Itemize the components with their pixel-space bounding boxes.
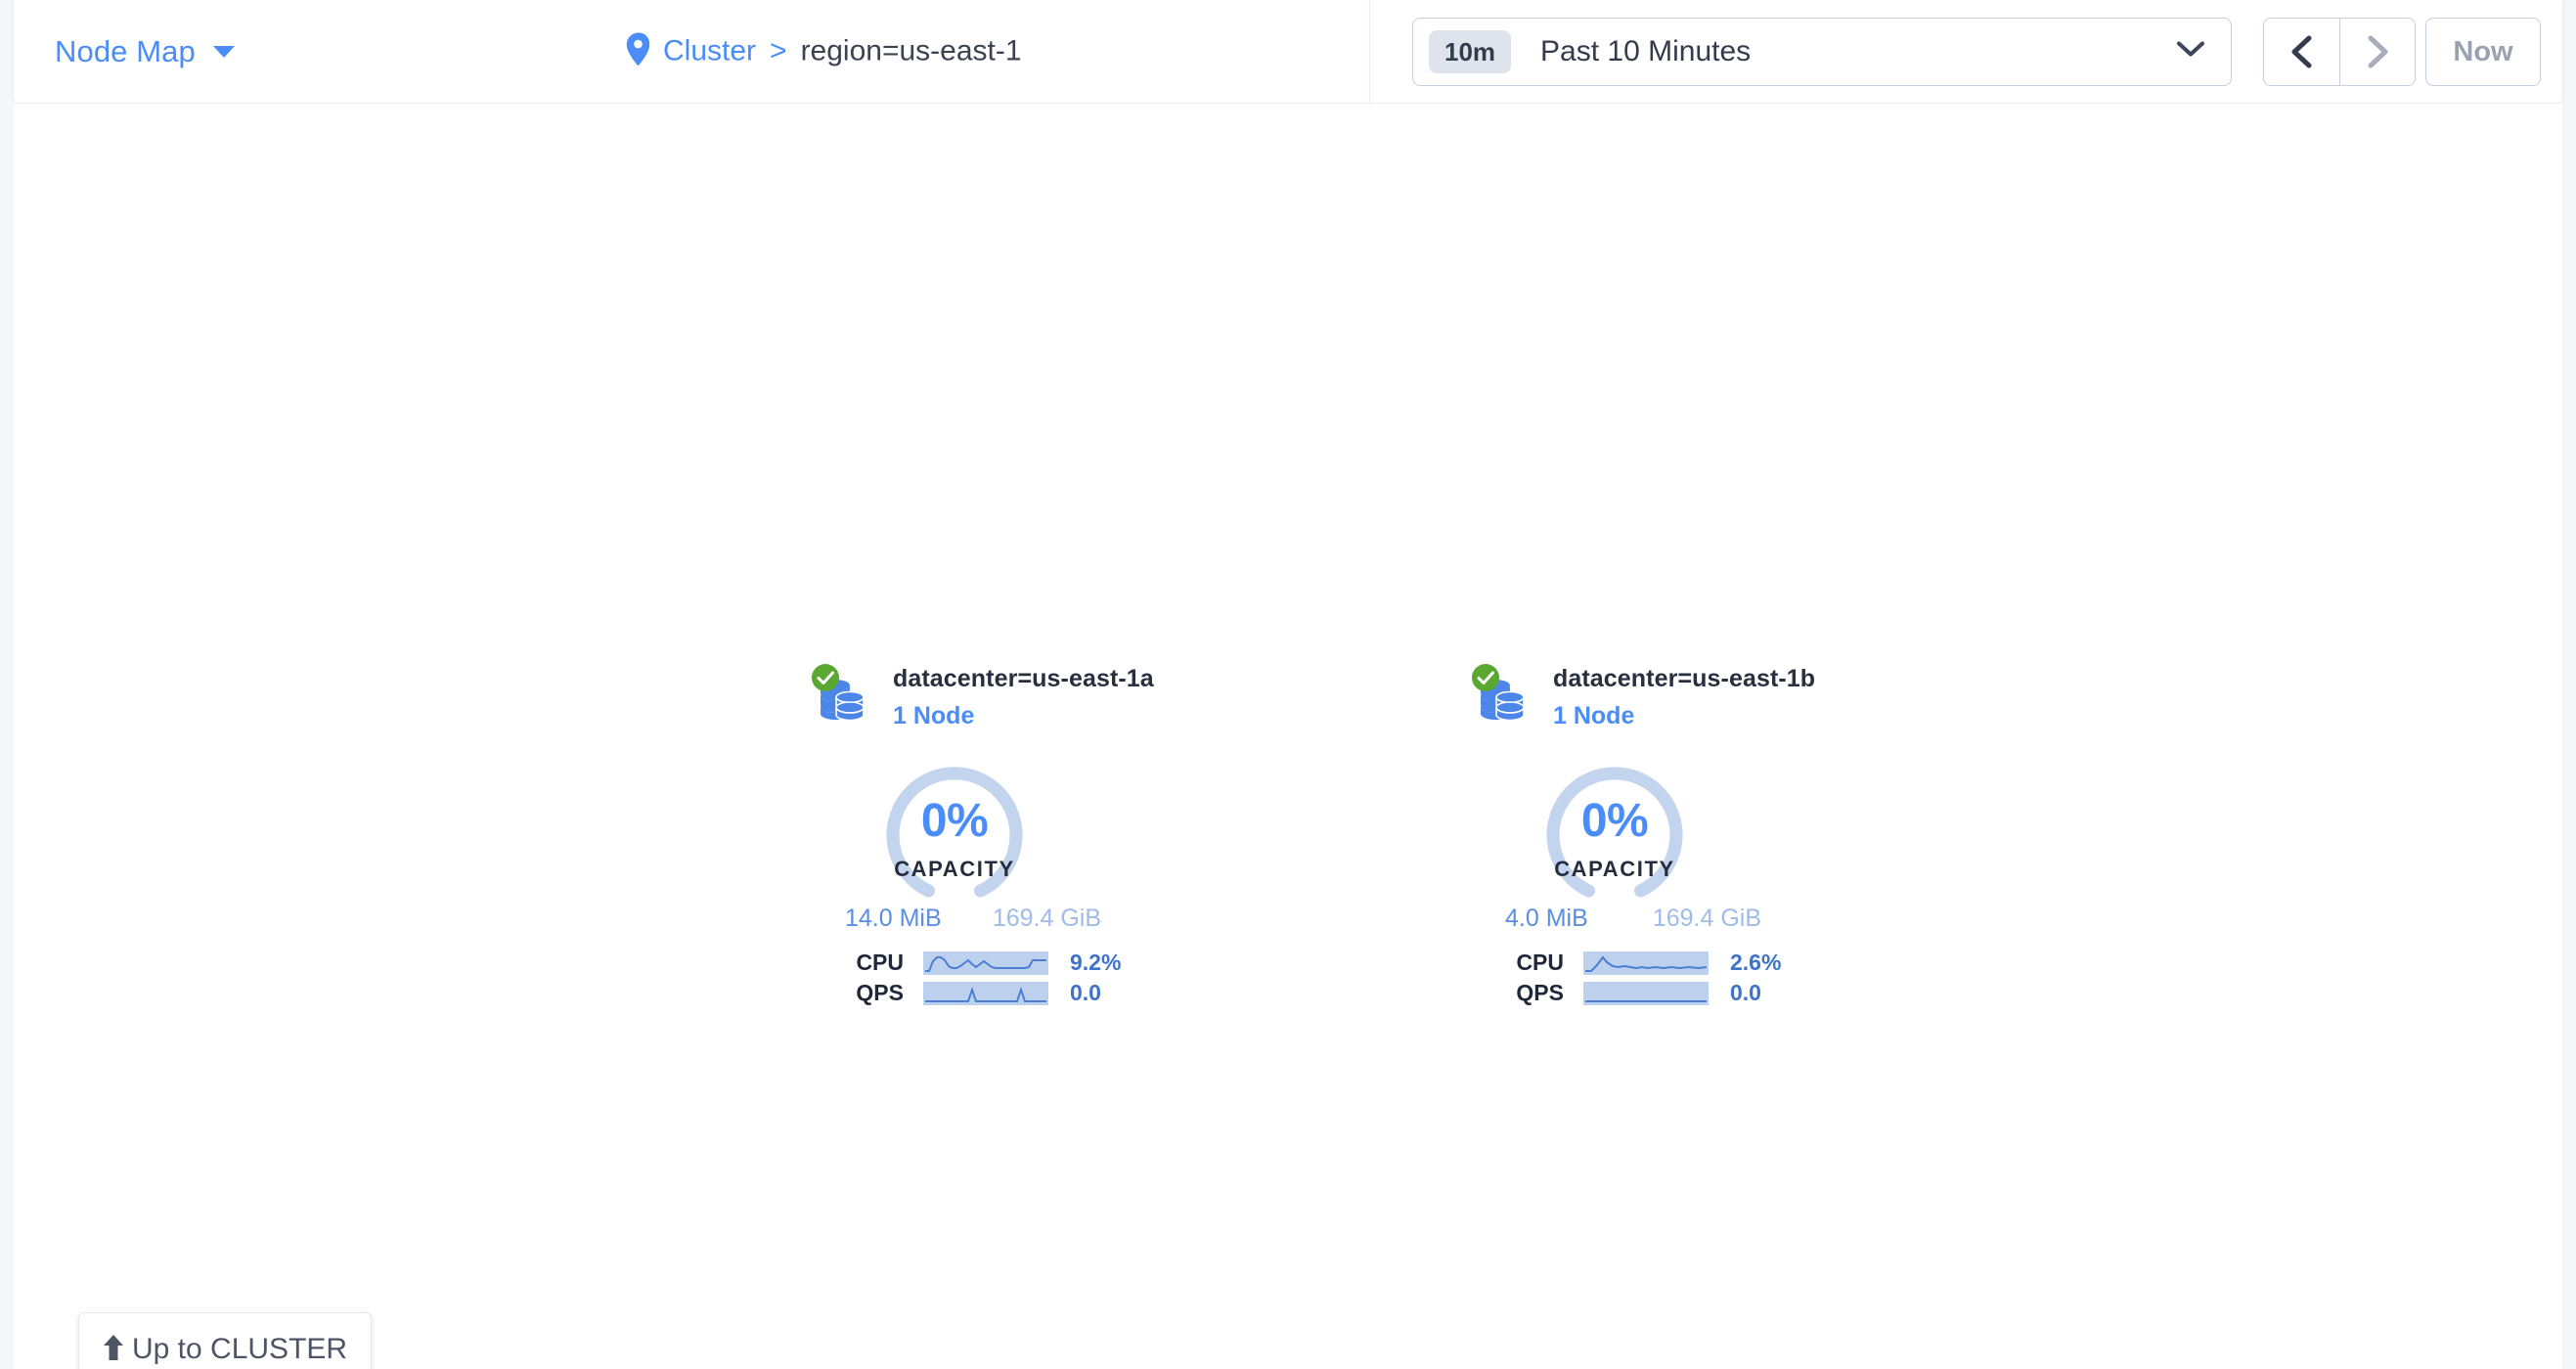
view-selector[interactable]: Node Map bbox=[55, 34, 235, 69]
metric-value: 9.2% bbox=[1070, 949, 1122, 975]
capacity-total: 169.4 GiB bbox=[992, 905, 1101, 932]
metric-label: CPU bbox=[856, 949, 904, 975]
capacity-gauge: 0% CAPACITY bbox=[842, 747, 1067, 899]
cpu-sparkline bbox=[923, 950, 1048, 975]
node-group[interactable]: datacenter=us-east-1a 1 Node 0% CAPACITY… bbox=[812, 663, 1225, 1008]
metric-value: 2.6% bbox=[1730, 949, 1782, 975]
metric-list: CPU 2.6% QPS 0.0 bbox=[1505, 948, 1886, 1008]
cpu-sparkline bbox=[1583, 950, 1709, 975]
check-circle-icon bbox=[811, 663, 840, 697]
now-button[interactable]: Now bbox=[2425, 18, 2541, 86]
breadcrumb: Cluster > region=us-east-1 bbox=[626, 32, 1022, 70]
node-group-icon bbox=[812, 664, 873, 731]
database-stack-icon bbox=[1475, 680, 1532, 729]
node-group-header: datacenter=us-east-1b 1 Node bbox=[1472, 663, 1886, 739]
qps-sparkline bbox=[1583, 981, 1709, 1005]
node-group-labels: datacenter=us-east-1b 1 Node bbox=[1553, 663, 1815, 730]
up-to-cluster-label: Up to CLUSTER bbox=[132, 1333, 348, 1365]
node-group-icon bbox=[1472, 664, 1533, 731]
node-group-title: datacenter=us-east-1b bbox=[1553, 665, 1816, 692]
metric-row: QPS 0.0 bbox=[1505, 978, 1886, 1008]
metric-row: CPU 9.2% bbox=[845, 948, 1225, 978]
node-group-subtitle[interactable]: 1 Node bbox=[893, 702, 975, 729]
metric-list: CPU 9.2% QPS 0.0 bbox=[845, 948, 1225, 1008]
capacity-total: 169.4 GiB bbox=[1652, 905, 1761, 932]
check-circle-icon bbox=[1471, 663, 1500, 697]
node-map-canvas: datacenter=us-east-1a 1 Node 0% CAPACITY… bbox=[14, 104, 2562, 1369]
capacity-gauge: 0% CAPACITY bbox=[1502, 747, 1727, 899]
breadcrumb-current: region=us-east-1 bbox=[800, 34, 1022, 67]
metric-value: 0.0 bbox=[1730, 980, 1761, 1005]
metric-row: QPS 0.0 bbox=[845, 978, 1225, 1008]
node-group[interactable]: datacenter=us-east-1b 1 Node 0% CAPACITY… bbox=[1472, 663, 1886, 1008]
gauge-arc bbox=[886, 767, 1023, 898]
gauge-arc bbox=[1546, 767, 1683, 898]
capacity-values: 4.0 MiB 169.4 GiB bbox=[1505, 905, 1761, 938]
metric-value: 0.0 bbox=[1070, 980, 1101, 1005]
breadcrumb-separator: > bbox=[770, 34, 787, 67]
chevron-down-icon bbox=[212, 45, 235, 58]
database-stack-icon bbox=[815, 680, 871, 729]
node-group-subtitle[interactable]: 1 Node bbox=[1553, 702, 1635, 729]
metric-row: CPU 2.6% bbox=[1505, 948, 1886, 978]
chevron-down-icon bbox=[2176, 41, 2205, 64]
time-range-select[interactable]: 10m Past 10 Minutes bbox=[1412, 18, 2232, 86]
metric-label: QPS bbox=[856, 980, 904, 1005]
up-to-cluster-button[interactable]: Up to CLUSTER bbox=[78, 1312, 373, 1369]
capacity-values: 14.0 MiB 169.4 GiB bbox=[845, 905, 1101, 938]
time-nav-group bbox=[2263, 18, 2416, 86]
arrow-up-icon bbox=[103, 1334, 124, 1366]
node-group-title: datacenter=us-east-1a bbox=[893, 665, 1154, 692]
location-pin-icon bbox=[626, 32, 651, 70]
gauge-center-text: 0% CAPACITY bbox=[1502, 798, 1727, 882]
gauge-caption: CAPACITY bbox=[894, 857, 1015, 881]
breadcrumb-link-cluster[interactable]: Cluster bbox=[663, 34, 757, 67]
next-range-button[interactable] bbox=[2339, 18, 2416, 86]
capacity-used: 4.0 MiB bbox=[1505, 905, 1588, 932]
node-group-header: datacenter=us-east-1a 1 Node bbox=[812, 663, 1225, 739]
capacity-used: 14.0 MiB bbox=[845, 905, 942, 932]
view-selector-label: Node Map bbox=[55, 33, 196, 68]
time-range-badge: 10m bbox=[1429, 30, 1512, 73]
node-group-labels: datacenter=us-east-1a 1 Node bbox=[893, 663, 1154, 730]
metric-label: CPU bbox=[1516, 949, 1564, 975]
gauge-caption: CAPACITY bbox=[1554, 857, 1675, 881]
gauge-percent: 0% bbox=[920, 795, 989, 847]
gauge-center-text: 0% CAPACITY bbox=[842, 798, 1067, 882]
previous-range-button[interactable] bbox=[2263, 18, 2339, 86]
toolbar-divider bbox=[1369, 0, 1370, 104]
gauge-percent: 0% bbox=[1580, 795, 1649, 847]
top-toolbar: Node Map Cluster > region=us-east-1 10m … bbox=[14, 0, 2562, 104]
metric-label: QPS bbox=[1516, 980, 1564, 1005]
time-range-value: Past 10 Minutes bbox=[1540, 35, 1752, 67]
qps-sparkline bbox=[923, 981, 1048, 1005]
